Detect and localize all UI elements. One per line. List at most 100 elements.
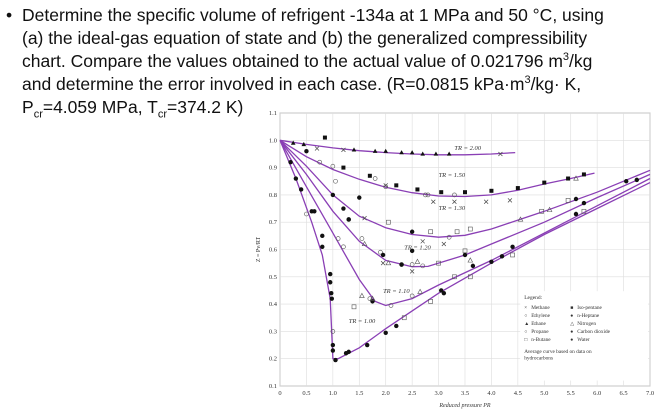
data-point-methane bbox=[314, 146, 320, 151]
data-point-nitrogen bbox=[414, 258, 421, 264]
data-point-iso-pentane bbox=[394, 183, 399, 188]
data-point-water bbox=[328, 271, 333, 277]
data-point-n-butane bbox=[581, 208, 587, 214]
legend-entry-methane: Methane bbox=[531, 305, 550, 311]
y-tick-label: 1.0 bbox=[269, 137, 277, 144]
data-point-propane bbox=[341, 244, 346, 250]
data-point-ethane bbox=[399, 150, 404, 155]
data-point-water bbox=[499, 254, 505, 259]
legend-entry-n-heptane: n-Heptane bbox=[577, 313, 600, 319]
line5-text: P bbox=[22, 97, 34, 117]
x-tick-label: 3.0 bbox=[435, 390, 443, 397]
data-point-ethane bbox=[301, 141, 307, 147]
data-point-ethylene bbox=[335, 236, 341, 241]
curve-110 bbox=[279, 139, 651, 307]
data-point-propane bbox=[409, 293, 415, 299]
data-point-water bbox=[489, 259, 494, 264]
x-tick-label: 4.5 bbox=[514, 390, 522, 397]
curve-200 bbox=[279, 139, 516, 156]
y-tick-label: 0.7 bbox=[269, 219, 278, 226]
data-point-n-butane bbox=[454, 229, 460, 235]
y-axis-label: Z = Pv/RT bbox=[256, 236, 262, 262]
data-point-carbon-dioxide bbox=[624, 179, 629, 184]
data-point-nitrogen bbox=[359, 292, 365, 298]
legend-symbol: ● bbox=[570, 338, 573, 343]
data-point-methane bbox=[483, 199, 489, 204]
legend-symbol: ▲ bbox=[524, 322, 529, 327]
data-point-carbon-dioxide bbox=[409, 248, 415, 254]
data-point-methane bbox=[362, 215, 367, 221]
data-point-propane bbox=[452, 192, 457, 198]
data-point-methane bbox=[341, 147, 346, 153]
curve-label: TR = 1.50 bbox=[439, 172, 466, 179]
line3-sup: 3 bbox=[562, 51, 570, 64]
data-point-nitrogen bbox=[517, 216, 524, 222]
data-point-n-heptane bbox=[346, 217, 351, 222]
legend-entry-nitrogen: Nitrogen bbox=[577, 321, 596, 327]
data-point-iso-pentane bbox=[542, 180, 547, 185]
data-point-iso-pentane bbox=[341, 165, 346, 170]
data-point-water bbox=[320, 244, 325, 249]
legend-entry-ethane: Ethane bbox=[531, 321, 546, 327]
x-tick-label: 4.0 bbox=[487, 390, 495, 397]
data-point-nitrogen bbox=[361, 240, 368, 247]
data-point-ethane bbox=[383, 148, 389, 153]
data-point-nitrogen bbox=[385, 260, 392, 266]
data-point-nitrogen bbox=[573, 175, 579, 181]
y-tick-label: 1.1 bbox=[269, 110, 277, 117]
data-point-methane bbox=[420, 239, 425, 244]
data-point-nitrogen bbox=[369, 295, 376, 301]
data-point-propane bbox=[383, 184, 389, 190]
data-point-water bbox=[510, 244, 515, 249]
line5-tail: =374.2 K) bbox=[167, 97, 244, 117]
data-point-carbon-dioxide bbox=[320, 233, 325, 239]
x-tick-label: 2.5 bbox=[408, 390, 416, 397]
data-point-n-butane bbox=[428, 229, 433, 235]
data-point-methane bbox=[431, 199, 436, 204]
y-tick-label: 0.8 bbox=[269, 192, 277, 199]
data-point-water bbox=[470, 263, 476, 269]
data-point-propane bbox=[367, 296, 373, 301]
x-tick-label: 1.0 bbox=[329, 390, 337, 397]
data-point-propane bbox=[359, 236, 365, 241]
data-point-nitrogen bbox=[467, 257, 474, 263]
data-point-ethane bbox=[290, 140, 296, 145]
data-point-ethane bbox=[420, 151, 426, 156]
y-tick-label: 0.4 bbox=[269, 301, 278, 308]
x-tick-label: 0 bbox=[278, 390, 281, 397]
x-tick-label: 2.0 bbox=[382, 390, 390, 397]
data-point-n-heptane bbox=[409, 229, 415, 234]
problem-line-1: Determine the specific volume of refrige… bbox=[22, 5, 604, 25]
data-point-ethylene bbox=[420, 263, 426, 269]
x-tick-label: 5.0 bbox=[540, 390, 548, 397]
legend-entry-ethylene: Ethylene bbox=[531, 313, 550, 319]
data-point-ethylene bbox=[378, 249, 383, 255]
data-point-n-heptane bbox=[399, 262, 404, 267]
data-point-methane bbox=[441, 241, 447, 247]
data-point-n-heptane bbox=[341, 206, 346, 211]
data-point-iso-pentane bbox=[489, 188, 494, 193]
data-point-water bbox=[333, 357, 338, 363]
data-point-nitrogen bbox=[546, 206, 553, 212]
data-point-methane bbox=[498, 151, 503, 157]
curve-label: TR = 1.20 bbox=[404, 245, 431, 252]
data-point-n-heptane bbox=[330, 192, 336, 198]
x-tick-label: 0.5 bbox=[302, 390, 310, 397]
data-point-methane bbox=[383, 183, 388, 188]
data-point-n-butane bbox=[467, 226, 473, 232]
curve-120 bbox=[279, 139, 651, 268]
data-point-iso-pentane bbox=[415, 187, 420, 192]
y-tick-label: 0.5 bbox=[269, 274, 277, 281]
legend-box bbox=[520, 291, 648, 381]
data-point-n-butane bbox=[565, 198, 571, 203]
line5-mid: =4.059 MPa, T bbox=[42, 97, 158, 117]
y-tick-label: 0.3 bbox=[269, 328, 277, 335]
legend-symbol: ● bbox=[570, 314, 573, 319]
x-tick-label: 1.5 bbox=[355, 390, 363, 397]
problem-line-3: chart. Compare the values obtained to th… bbox=[22, 50, 656, 73]
data-point-ethylene bbox=[446, 234, 452, 240]
problem-line-5: Pcr=4.059 MPa, Tcr=374.2 K) bbox=[22, 96, 656, 120]
line4-tail: /kg· K, bbox=[530, 74, 582, 94]
data-point-nitrogen bbox=[417, 288, 423, 294]
data-point-ethane bbox=[433, 151, 439, 156]
